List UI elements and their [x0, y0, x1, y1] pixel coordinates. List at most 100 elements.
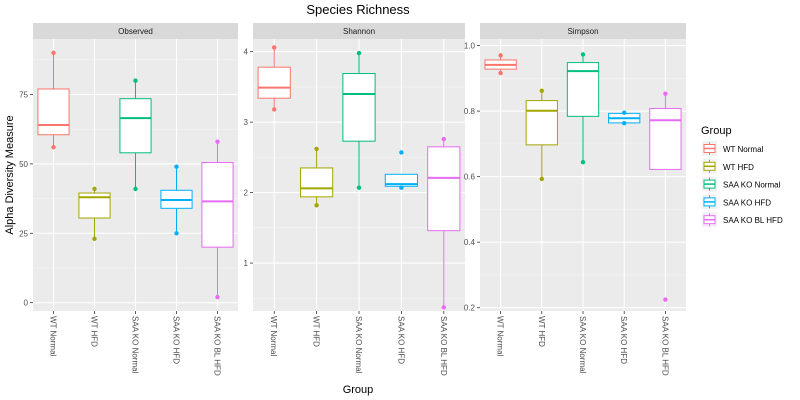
x-tick-label: SAA KO HFD: [172, 316, 181, 364]
box-body: [37, 88, 70, 136]
data-point: [314, 203, 319, 208]
x-tick-label: SAA KO HFD: [619, 316, 628, 364]
legend-label: WT HFD: [723, 163, 754, 172]
box-wt-normal: [37, 50, 70, 150]
facet-strip-label: Observed: [118, 27, 153, 36]
box-body: [342, 73, 376, 142]
data-point: [622, 121, 627, 126]
chart-title: Species Richness: [306, 2, 410, 17]
data-point: [441, 136, 446, 142]
y-axis-title: Alpha Diversity Measure: [4, 115, 16, 234]
data-point: [399, 150, 404, 155]
y-tick-label: 0.6: [464, 173, 476, 182]
legend-item-wt-hfd: WT HFD: [702, 158, 754, 174]
data-point: [498, 53, 503, 58]
legend-label: SAA KO BL HFD: [723, 216, 783, 225]
data-point: [356, 185, 362, 190]
facet-panel-simpson: Simpson 0.2 0.4 0.6 0.8 1.0 WT Normal WT HFD SAA…: [464, 23, 686, 376]
y-tick-label: 50: [19, 160, 28, 169]
facet-strip-label: Shannon: [343, 27, 375, 36]
box-body: [649, 107, 682, 170]
legend-label: WT Normal: [723, 145, 764, 154]
y-tick-label: 0.8: [464, 107, 476, 116]
y-tick-label: 1: [244, 259, 249, 268]
data-point: [356, 50, 362, 56]
data-point: [133, 78, 138, 83]
box-saa-ko-bl-hfd: [649, 91, 682, 302]
box-body: [119, 98, 152, 154]
data-point: [92, 236, 97, 242]
box-body: [427, 146, 461, 232]
box-body: [257, 66, 291, 99]
data-point: [580, 52, 586, 57]
box-body: [299, 167, 334, 198]
box-saa-ko-hfd: [160, 164, 193, 236]
x-tick-label: SAA KO Normal: [578, 316, 587, 374]
box-body: [525, 100, 558, 146]
data-point: [314, 146, 319, 152]
legend-label: SAA KO HFD: [723, 198, 771, 207]
x-tick-label: WT HFD: [537, 316, 546, 347]
x-tick-label: SAA KO Normal: [131, 316, 140, 374]
box-wt-hfd: [525, 88, 558, 182]
data-point: [539, 176, 544, 182]
data-point: [663, 297, 668, 302]
y-tick-label: 0.2: [464, 304, 476, 313]
legend-item-saa-ko-bl-hfd: SAA KO BL HFD: [702, 212, 783, 228]
data-point: [51, 50, 56, 56]
box-wt-hfd: [78, 186, 111, 242]
y-tick-label: 3: [244, 118, 249, 127]
x-tick-label: SAA KO Normal: [354, 316, 363, 374]
data-point: [580, 160, 586, 165]
box-saa-ko-bl-hfd: [427, 136, 461, 310]
y-tick-label: 4: [244, 48, 249, 57]
data-point: [174, 231, 179, 236]
box-wt-normal: [484, 53, 517, 76]
box-saa-ko-hfd: [608, 110, 641, 126]
data-point: [92, 186, 97, 192]
facet-panel-observed: Observed 0 25 50 75 WT Normal WT HFD SAA KO Nor…: [19, 23, 238, 376]
box-body: [201, 162, 234, 248]
y-tick-label: 25: [19, 229, 28, 238]
legend-item-saa-ko-hfd: SAA KO HFD: [702, 194, 771, 210]
facet-strip: [33, 23, 238, 39]
box-wt-hfd: [299, 146, 334, 208]
y-tick-label: 2: [244, 189, 249, 198]
data-point: [663, 91, 668, 96]
data-point: [272, 107, 277, 112]
box-saa-ko-hfd: [384, 150, 419, 190]
legend-item-wt-normal: WT Normal: [702, 141, 764, 156]
box-saa-ko-normal: [342, 50, 376, 190]
legend-label: SAA KO Normal: [723, 181, 781, 190]
x-tick-label: SAA KO BL HFD: [213, 316, 222, 376]
y-tick-label: 75: [19, 91, 28, 100]
x-tick-label: WT HFD: [90, 316, 99, 347]
data-point: [539, 88, 544, 93]
box-saa-ko-normal: [119, 78, 152, 192]
x-tick-label: SAA KO BL HFD: [660, 316, 669, 376]
x-tick-label: SAA KO HFD: [396, 316, 405, 364]
legend-title: Group: [701, 125, 732, 137]
data-point: [174, 164, 179, 169]
legend-item-saa-ko-normal: SAA KO Normal: [702, 176, 781, 192]
data-point: [133, 186, 138, 192]
x-tick-label: WT Normal: [49, 316, 58, 357]
data-point: [498, 70, 503, 76]
box-saa-ko-bl-hfd: [201, 139, 234, 300]
box-saa-ko-normal: [566, 52, 600, 165]
data-point: [441, 305, 446, 310]
data-point: [215, 294, 220, 300]
legend: Group WT Normal WT HFD SAA KO Normal SAA KO…: [701, 125, 783, 228]
box-wt-normal: [257, 45, 291, 112]
y-tick-label: 0: [24, 299, 29, 308]
x-tick-label: SAA KO BL HFD: [439, 316, 448, 376]
facet-strip: [480, 23, 686, 39]
x-tick-label: WT HFD: [312, 316, 321, 347]
data-point: [272, 45, 277, 50]
x-tick-label: WT Normal: [496, 316, 505, 357]
facet-strip-label: Simpson: [567, 27, 598, 36]
facets: Observed 0 25 50 75 WT Normal WT HFD SAA KO Nor…: [19, 23, 686, 376]
data-point: [399, 185, 404, 190]
facet-strip: [253, 23, 465, 39]
